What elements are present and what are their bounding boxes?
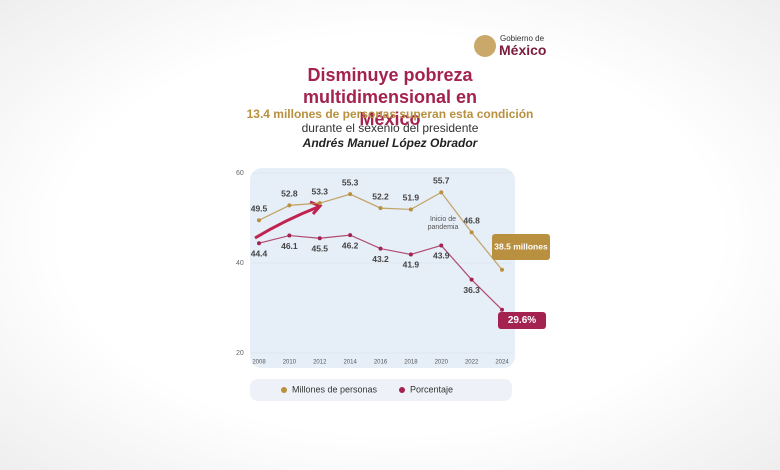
- value-label: 41.9: [403, 260, 420, 270]
- legend-swatch: [281, 387, 287, 393]
- value-label: 36.3: [463, 285, 480, 295]
- y-tick-label: 20: [236, 350, 244, 357]
- x-tick-label: 2014: [343, 360, 357, 366]
- value-label: 55.3: [342, 177, 359, 187]
- value-label: 55.7: [433, 176, 450, 186]
- point: [469, 230, 474, 235]
- value-label: 45.5: [311, 244, 328, 254]
- subtitle2: durante el sexenio del presidente: [301, 121, 479, 135]
- value-label: 43.2: [372, 254, 389, 264]
- value-label: 52.8: [281, 189, 298, 199]
- point: [378, 206, 383, 211]
- point: [408, 252, 413, 257]
- arrow: [254, 205, 319, 240]
- value-label: 46.2: [342, 240, 359, 250]
- point: [378, 246, 383, 251]
- x-tick-label: 2008: [252, 360, 266, 366]
- y-tick-label: 40: [236, 260, 244, 267]
- point: [348, 233, 353, 238]
- subtitle: 13.4 millones de personas superan esta c…: [246, 107, 534, 121]
- point: [439, 190, 444, 195]
- end-label-box: [498, 312, 546, 329]
- value-label: 46.8: [463, 216, 480, 226]
- point: [317, 201, 322, 206]
- title: Disminuye pobreza multidimensional en Mé…: [302, 65, 478, 129]
- point: [469, 277, 474, 282]
- legend-swatch: [399, 387, 405, 393]
- logo-line1: Gobierno de: [500, 34, 545, 43]
- point: [348, 192, 353, 197]
- point: [500, 307, 504, 312]
- plot-panel: [250, 168, 515, 368]
- x-tick-label: 2020: [435, 360, 449, 366]
- point: [439, 243, 444, 248]
- subtitle3: Andrés Manuel López Obrador: [302, 136, 478, 150]
- point: [500, 267, 504, 272]
- x-tick-label: 2024: [495, 360, 509, 366]
- value-label: 51.9: [403, 193, 420, 203]
- logo-line2: México: [499, 42, 547, 58]
- value-label: 44.4: [251, 248, 268, 258]
- legend-label: Millones de personas: [292, 384, 378, 394]
- value-label: 43.9: [433, 251, 450, 261]
- point: [317, 236, 322, 241]
- value-label: 46.1: [281, 241, 298, 251]
- x-tick-label: 2018: [404, 360, 418, 366]
- value-label: 49.5: [251, 204, 268, 214]
- end-label: 29.6%: [508, 315, 536, 326]
- legend-label: Porcentaje: [410, 384, 453, 394]
- value-label: 53.3: [311, 186, 328, 196]
- annotation: Inicio de pandemia: [427, 216, 459, 231]
- point: [287, 203, 292, 208]
- value-label: 52.2: [372, 191, 389, 201]
- legend-box: [250, 379, 512, 401]
- point: [257, 218, 261, 223]
- logo-emblem: [474, 35, 496, 57]
- x-tick-label: 2016: [374, 360, 388, 366]
- point: [257, 241, 261, 246]
- end-label: 38.5 millones: [494, 241, 548, 251]
- x-tick-label: 2022: [465, 360, 479, 366]
- point: [287, 233, 292, 238]
- y-tick-label: 60: [236, 170, 244, 177]
- end-label-box: [492, 234, 550, 260]
- point: [408, 207, 413, 212]
- x-tick-label: 2010: [283, 360, 297, 366]
- x-tick-label: 2012: [313, 360, 327, 366]
